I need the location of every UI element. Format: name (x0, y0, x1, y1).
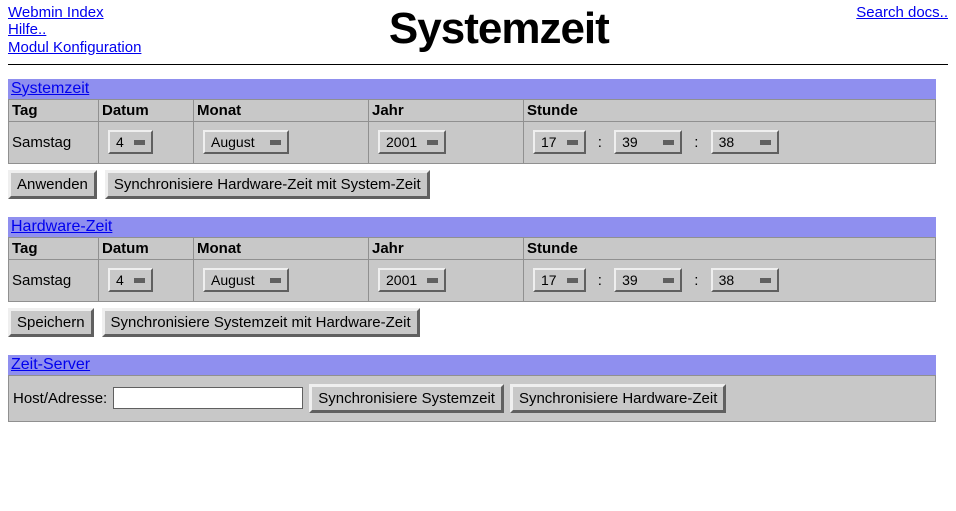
col-tag-header: Tag (9, 99, 99, 121)
chevron-down-icon (663, 278, 674, 283)
hardware-time-minute-select[interactable]: 39 (614, 268, 682, 292)
chevron-down-icon (270, 278, 281, 283)
hardware-time-hour-value: 17 (541, 272, 557, 288)
help-link[interactable]: Hilfe.. (8, 21, 141, 38)
col-stunde-header: Stunde (524, 99, 936, 121)
chevron-down-icon (134, 278, 145, 283)
hardware-time-month-value: August (211, 272, 255, 288)
host-address-label: Host/Adresse: (13, 390, 107, 407)
save-button[interactable]: Speichern (8, 308, 94, 337)
system-time-date-value: 4 (116, 134, 124, 150)
system-time-minute-value: 39 (622, 134, 638, 150)
hardware-time-hour-select[interactable]: 17 (533, 268, 586, 292)
system-time-title-link[interactable]: Systemzeit (11, 80, 89, 97)
chevron-down-icon (427, 278, 438, 283)
chevron-down-icon (427, 140, 438, 145)
header-left-links: Webmin Index Hilfe.. Modul Konfiguration (8, 4, 141, 56)
hardware-time-year-select[interactable]: 2001 (378, 268, 446, 292)
time-server-title: Zeit-Server (8, 355, 936, 375)
system-time-second-select[interactable]: 38 (711, 130, 779, 154)
chevron-down-icon (663, 140, 674, 145)
system-time-hour-value: 17 (541, 134, 557, 150)
page-title-wrap: Systemzeit (141, 4, 856, 54)
hardware-time-dayname: Samstag (9, 259, 99, 301)
col-tag-header: Tag (9, 237, 99, 259)
col-stunde-header: Stunde (524, 237, 936, 259)
chevron-down-icon (760, 140, 771, 145)
time-server-title-link[interactable]: Zeit-Server (11, 356, 90, 373)
hardware-time-date-value: 4 (116, 272, 124, 288)
sync-hw-from-sys-button[interactable]: Synchronisiere Hardware-Zeit mit System-… (105, 170, 430, 199)
chevron-down-icon (760, 278, 771, 283)
system-time-title: Systemzeit (8, 79, 936, 99)
system-time-year-select[interactable]: 2001 (378, 130, 446, 154)
system-time-second-value: 38 (719, 134, 735, 150)
page-title: Systemzeit (141, 4, 856, 54)
system-time-minute-select[interactable]: 39 (614, 130, 682, 154)
hardware-time-table: Tag Datum Monat Jahr Stunde Samstag 4 Au… (8, 237, 936, 302)
col-jahr-header: Jahr (369, 237, 524, 259)
hardware-time-header-row: Tag Datum Monat Jahr Stunde (9, 237, 936, 259)
time-separator: : (590, 134, 610, 151)
time-server-body: Host/Adresse: Synchronisiere Systemzeit … (8, 375, 936, 422)
hardware-time-value-row: Samstag 4 August 2001 (9, 259, 936, 301)
page-header: Webmin Index Hilfe.. Modul Konfiguration… (8, 4, 948, 56)
webmin-index-link[interactable]: Webmin Index (8, 4, 141, 21)
hardware-time-buttons: Speichern Synchronisiere Systemzeit mit … (8, 308, 936, 337)
hardware-time-title: Hardware-Zeit (8, 217, 936, 237)
hardware-time-section: Hardware-Zeit Tag Datum Monat Jahr Stund… (8, 217, 936, 337)
hardware-time-year-value: 2001 (386, 272, 417, 288)
chevron-down-icon (134, 140, 145, 145)
chevron-down-icon (270, 140, 281, 145)
time-separator: : (590, 272, 610, 289)
system-time-value-row: Samstag 4 August 2001 (9, 121, 936, 163)
system-time-dayname: Samstag (9, 121, 99, 163)
col-jahr-header: Jahr (369, 99, 524, 121)
chevron-down-icon (567, 140, 578, 145)
sync-sys-from-hw-button[interactable]: Synchronisiere Systemzeit mit Hardware-Z… (102, 308, 420, 337)
system-time-buttons: Anwenden Synchronisiere Hardware-Zeit mi… (8, 170, 936, 199)
hardware-time-date-select[interactable]: 4 (108, 268, 153, 292)
system-time-hour-select[interactable]: 17 (533, 130, 586, 154)
hardware-time-minute-value: 39 (622, 272, 638, 288)
hardware-time-month-select[interactable]: August (203, 268, 289, 292)
col-monat-header: Monat (194, 99, 369, 121)
apply-button[interactable]: Anwenden (8, 170, 97, 199)
system-time-table: Tag Datum Monat Jahr Stunde Samstag 4 Au… (8, 99, 936, 164)
hardware-time-second-value: 38 (719, 272, 735, 288)
hardware-time-second-select[interactable]: 38 (711, 268, 779, 292)
sync-hardware-time-button[interactable]: Synchronisiere Hardware-Zeit (510, 384, 726, 413)
header-right-links: Search docs.. (856, 4, 948, 21)
system-time-section: Systemzeit Tag Datum Monat Jahr Stunde S… (8, 79, 936, 199)
system-time-month-value: August (211, 134, 255, 150)
system-time-header-row: Tag Datum Monat Jahr Stunde (9, 99, 936, 121)
time-separator: : (686, 134, 706, 151)
system-time-date-select[interactable]: 4 (108, 130, 153, 154)
chevron-down-icon (567, 278, 578, 283)
host-address-input[interactable] (113, 387, 303, 409)
time-separator: : (686, 272, 706, 289)
col-datum-header: Datum (99, 99, 194, 121)
module-config-link[interactable]: Modul Konfiguration (8, 39, 141, 56)
search-docs-link[interactable]: Search docs.. (856, 4, 948, 21)
system-time-month-select[interactable]: August (203, 130, 289, 154)
col-datum-header: Datum (99, 237, 194, 259)
system-time-year-value: 2001 (386, 134, 417, 150)
time-server-section: Zeit-Server Host/Adresse: Synchronisiere… (8, 355, 936, 422)
col-monat-header: Monat (194, 237, 369, 259)
hardware-time-title-link[interactable]: Hardware-Zeit (11, 218, 112, 235)
header-divider (8, 64, 948, 65)
sync-system-time-button[interactable]: Synchronisiere Systemzeit (309, 384, 504, 413)
